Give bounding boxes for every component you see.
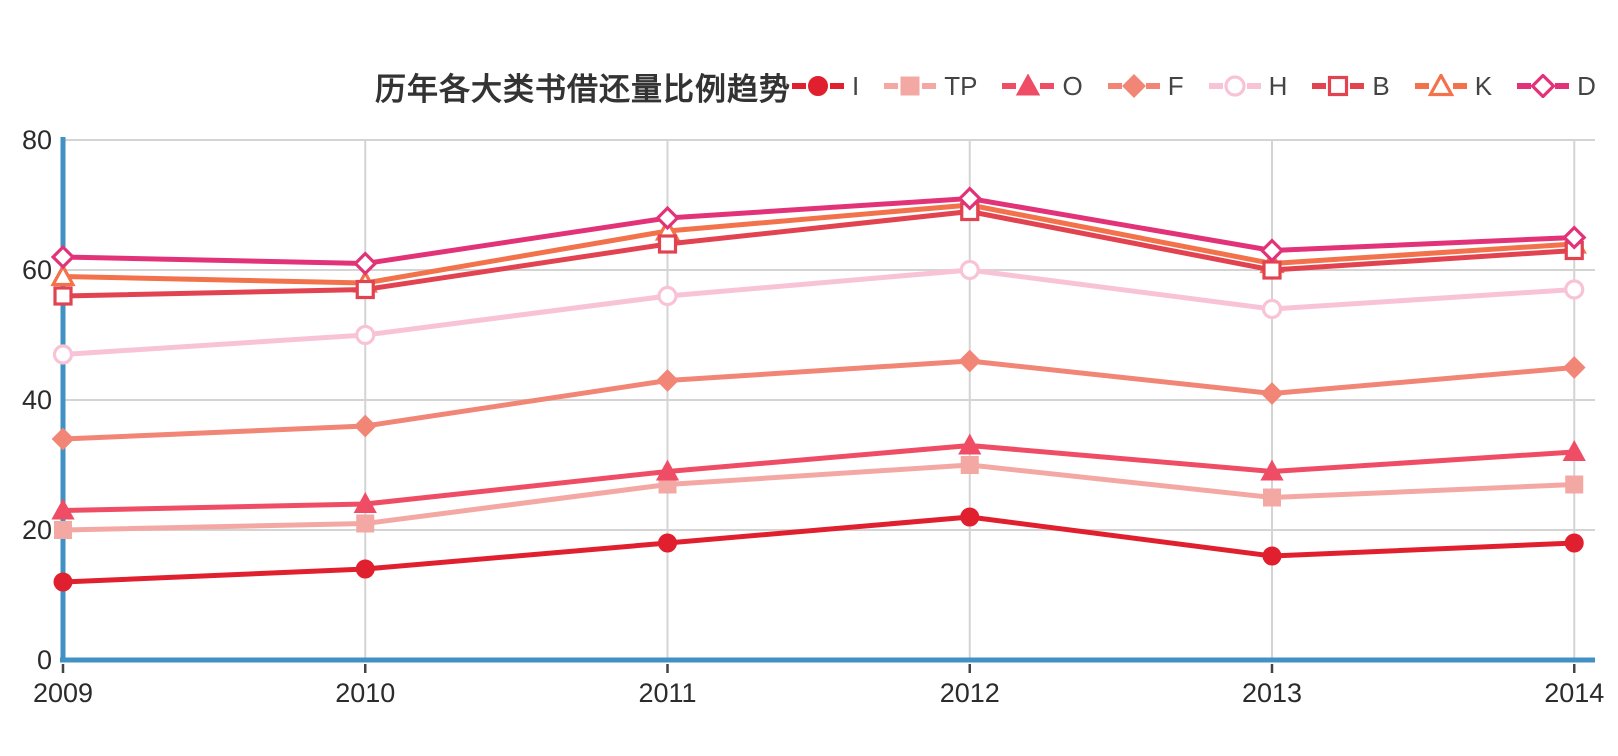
series-line-F[interactable]: [60, 358, 1577, 442]
x-tick-label-2014: 2014: [1544, 678, 1604, 708]
legend-label-K: K: [1474, 71, 1493, 101]
data-point-I[interactable]: [53, 572, 73, 592]
legend-marker-TP: [884, 76, 937, 96]
y-tick-label-40: 40: [22, 385, 52, 415]
data-point-I[interactable]: [658, 533, 677, 553]
series-line-H[interactable]: [60, 267, 1577, 357]
data-point-F[interactable]: [656, 369, 679, 392]
data-point-F[interactable]: [1562, 356, 1586, 379]
data-point-O[interactable]: [1562, 440, 1586, 461]
series-line-D[interactable]: [60, 196, 1577, 266]
data-point-TP[interactable]: [1565, 475, 1584, 494]
y-tick-label-20: 20: [22, 515, 52, 545]
data-point-B[interactable]: [355, 279, 375, 300]
legend: I TP O F H B K D: [791, 73, 1596, 99]
data-point-F[interactable]: [958, 349, 982, 373]
data-point-B[interactable]: [53, 286, 73, 306]
legend-item-F[interactable]: F: [1107, 73, 1184, 99]
data-point-F[interactable]: [1121, 74, 1146, 98]
data-point-D[interactable]: [1259, 238, 1285, 263]
data-point-O[interactable]: [1260, 459, 1284, 481]
legend-item-D[interactable]: D: [1516, 73, 1596, 99]
data-point-F[interactable]: [1260, 382, 1284, 405]
legend-label-TP: TP: [944, 71, 978, 101]
data-point-TP[interactable]: [1263, 488, 1281, 507]
data-point-D[interactable]: [1562, 225, 1587, 250]
y-tick-label-0: 0: [37, 645, 52, 675]
x-tick-label-2010: 2010: [335, 678, 395, 708]
legend-marker-D: [1517, 74, 1570, 98]
legend-marker-H: [1208, 75, 1261, 97]
data-point-TP[interactable]: [960, 456, 979, 474]
chart-header: 历年各大类书借还量比例趋势 I TP O F H B K D: [0, 64, 1618, 108]
data-point-F[interactable]: [51, 427, 75, 451]
data-point-I[interactable]: [1564, 533, 1584, 553]
data-point-D[interactable]: [655, 205, 680, 231]
series-line-I[interactable]: [60, 514, 1577, 585]
data-point-I[interactable]: [960, 507, 980, 527]
data-point-H[interactable]: [52, 344, 74, 365]
y-tick-label-80: 80: [22, 125, 52, 155]
data-point-K[interactable]: [1427, 74, 1454, 97]
legend-marker-K: [1414, 74, 1467, 97]
legend-item-B[interactable]: B: [1311, 71, 1390, 101]
data-point-TP[interactable]: [356, 514, 375, 533]
legend-marker-B: [1312, 75, 1365, 97]
data-point-H[interactable]: [959, 259, 980, 281]
legend-label-O: O: [1062, 71, 1083, 101]
legend-item-TP[interactable]: TP: [883, 73, 977, 99]
legend-label-F: F: [1167, 71, 1184, 101]
legend-marker-F: [1107, 74, 1160, 98]
data-point-D[interactable]: [353, 251, 378, 276]
legend-label-D: D: [1577, 71, 1596, 101]
data-point-O[interactable]: [655, 459, 680, 481]
data-point-I[interactable]: [1262, 546, 1282, 566]
data-point-H[interactable]: [355, 324, 376, 346]
legend-item-I[interactable]: I: [791, 73, 859, 99]
legend-label-B: B: [1372, 71, 1390, 101]
data-point-O[interactable]: [353, 492, 377, 513]
legend-marker-I: [792, 75, 844, 97]
x-tick-label-2012: 2012: [940, 678, 1000, 708]
data-point-D[interactable]: [50, 244, 76, 270]
legend-item-K[interactable]: K: [1414, 73, 1492, 99]
data-point-B[interactable]: [657, 234, 678, 254]
data-point-B[interactable]: [1262, 260, 1282, 280]
series-line-B[interactable]: [60, 209, 1577, 299]
data-point-O[interactable]: [51, 498, 75, 520]
x-tick-label-2009: 2009: [33, 678, 93, 708]
legend-marker-O: [1002, 74, 1055, 96]
data-point-H[interactable]: [657, 285, 678, 307]
data-point-H[interactable]: [1223, 75, 1246, 97]
data-point-O[interactable]: [958, 433, 982, 455]
data-point-D[interactable]: [957, 186, 982, 211]
legend-item-O[interactable]: O: [1001, 71, 1083, 101]
data-point-H[interactable]: [1261, 298, 1283, 320]
legend-item-H[interactable]: H: [1208, 71, 1288, 101]
data-point-D[interactable]: [1530, 74, 1556, 98]
chart-title: 历年各大类书借还量比例趋势: [375, 71, 791, 107]
legend-label-H: H: [1268, 71, 1288, 101]
series-line-TP[interactable]: [60, 462, 1577, 533]
data-point-I[interactable]: [807, 75, 829, 97]
x-tick-label-2011: 2011: [638, 678, 696, 708]
data-point-K[interactable]: [50, 263, 76, 287]
data-point-TP[interactable]: [54, 521, 72, 539]
series-line-O[interactable]: [60, 443, 1577, 513]
data-point-H[interactable]: [1564, 279, 1585, 300]
data-point-F[interactable]: [353, 414, 377, 438]
legend-label-I: I: [852, 71, 860, 101]
series-line-K[interactable]: [60, 202, 1577, 286]
x-tick-label-2013: 2013: [1242, 678, 1302, 708]
data-point-TP[interactable]: [900, 76, 920, 96]
data-point-B[interactable]: [1328, 75, 1349, 97]
y-tick-label-60: 60: [22, 255, 52, 285]
data-point-O[interactable]: [1016, 74, 1041, 96]
data-point-I[interactable]: [355, 559, 375, 579]
